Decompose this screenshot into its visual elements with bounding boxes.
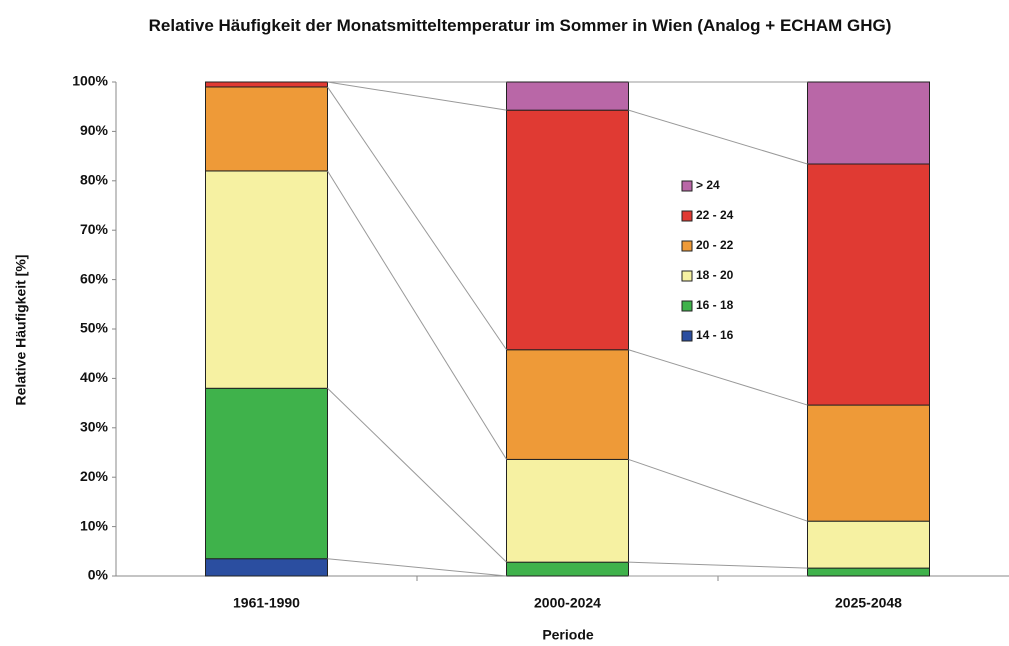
legend-swatch	[681, 330, 693, 342]
y-tick-label: 50%	[80, 320, 109, 336]
bar-segment	[205, 170, 328, 389]
connector	[628, 109, 808, 165]
bar-segment	[205, 86, 328, 172]
bar-segment	[506, 109, 629, 351]
legend-swatch	[681, 270, 693, 282]
bar-segment	[807, 404, 930, 522]
connector	[327, 170, 507, 460]
bar-segment	[205, 558, 328, 577]
connector	[327, 558, 507, 577]
legend-swatch	[681, 240, 693, 252]
bar-segment	[506, 81, 629, 111]
bar-segment	[506, 561, 629, 577]
legend-label: 14 - 16	[696, 328, 734, 342]
y-tick-label: 60%	[80, 270, 109, 286]
legend-label: > 24	[696, 178, 720, 192]
bar-segment	[205, 81, 328, 88]
bar-segment	[506, 349, 629, 460]
x-tick-label: 1961-1990	[233, 595, 300, 611]
x-tick-label: 2000-2024	[534, 595, 601, 611]
y-tick-label: 30%	[80, 419, 109, 435]
legend-label: 16 - 18	[696, 298, 734, 312]
y-axis-label: Relative Häufigkeit [%]	[13, 255, 29, 406]
legend-swatch	[681, 180, 693, 192]
y-tick-label: 80%	[80, 172, 109, 188]
y-tick-label: 70%	[80, 221, 109, 237]
connector	[327, 387, 507, 563]
bar-segment	[807, 567, 930, 577]
legend-swatch	[681, 300, 693, 312]
connector	[628, 561, 808, 569]
legend-label: 22 - 24	[696, 208, 734, 222]
y-tick-label: 90%	[80, 122, 109, 138]
y-tick-label: 20%	[80, 468, 109, 484]
legend: > 24 22 - 24 20 - 22 18 - 20 16 - 18 14 - 16	[675, 171, 753, 359]
y-tick-label: 100%	[72, 73, 108, 89]
y-tick-label: 10%	[80, 517, 109, 533]
legend-swatch	[681, 210, 693, 222]
connector	[628, 349, 808, 406]
chart-title: Relative Häufigkeit der Monatsmitteltemp…	[148, 16, 892, 35]
legend-label: 20 - 22	[696, 238, 734, 252]
connector	[628, 458, 808, 522]
legend-box	[675, 171, 753, 359]
bar-segment	[807, 520, 930, 569]
x-axis-label: Periode	[542, 627, 594, 643]
bar-segment	[807, 81, 930, 165]
y-tick-label: 0%	[88, 567, 109, 583]
x-tick-label: 2025-2048	[835, 595, 902, 611]
bar-segment	[506, 458, 629, 563]
connector	[327, 86, 507, 351]
connector	[327, 81, 507, 111]
legend-label: 18 - 20	[696, 268, 734, 282]
bar-segment	[807, 163, 930, 406]
bar-segment	[205, 387, 328, 560]
y-tick-label: 40%	[80, 369, 109, 385]
